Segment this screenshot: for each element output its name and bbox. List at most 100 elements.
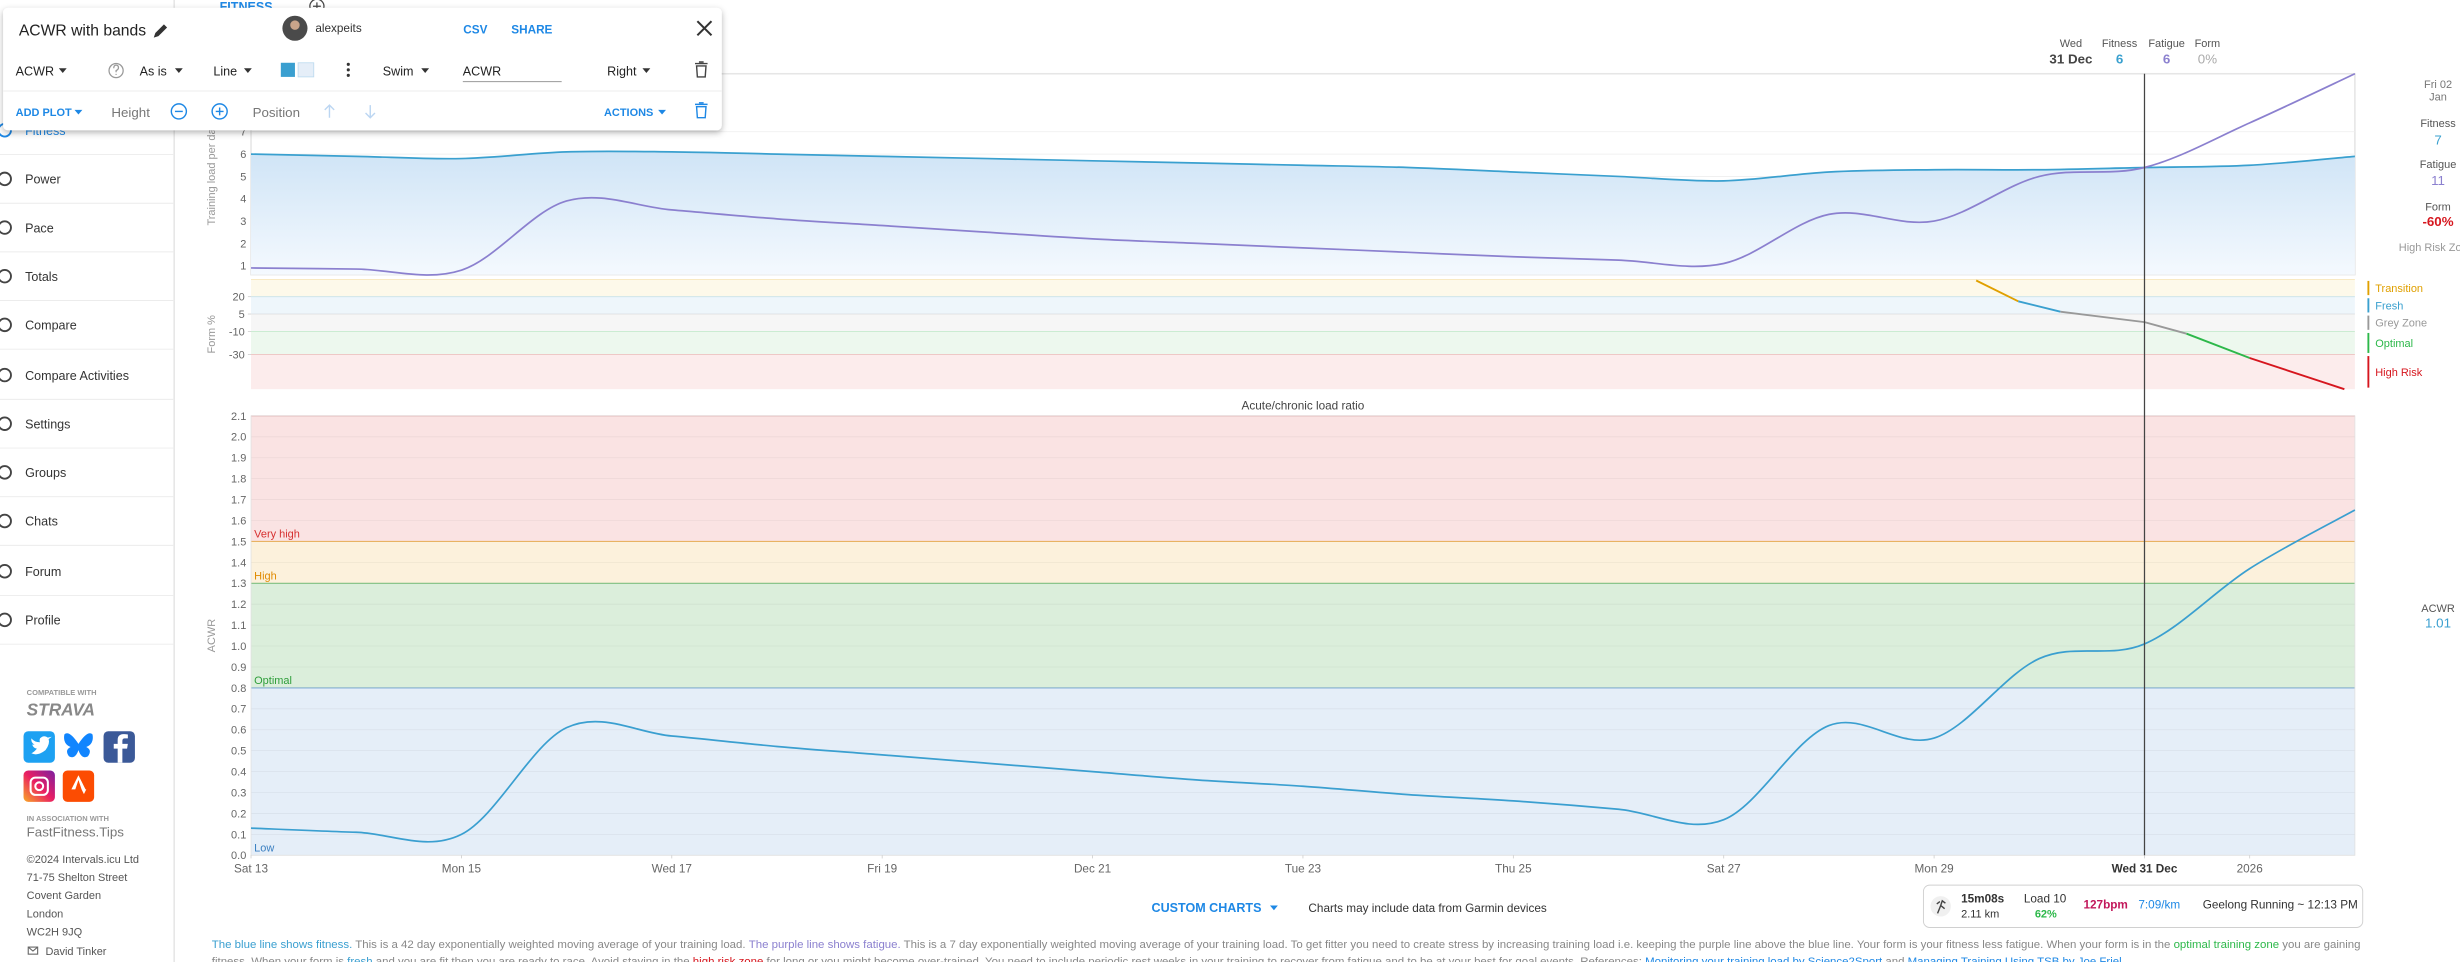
run-glyph bbox=[1936, 899, 1946, 914]
line-color-swatch[interactable] bbox=[280, 62, 295, 77]
instagram-glyph bbox=[29, 776, 49, 796]
move-down[interactable] bbox=[365, 105, 376, 119]
explanation-text: fresh bbox=[347, 956, 372, 962]
nav-item[interactable]: Settings bbox=[0, 416, 70, 431]
nav-icon bbox=[0, 416, 12, 431]
nav-item[interactable]: Totals bbox=[0, 268, 58, 284]
explanation-text: . bbox=[2122, 956, 2125, 962]
y-tick-label: 1 bbox=[240, 261, 246, 273]
nav-icon bbox=[0, 268, 12, 284]
dropdown-caret bbox=[174, 68, 183, 73]
x-tick-label: Sat 27 bbox=[1707, 863, 1741, 876]
nav-item[interactable]: Pace bbox=[0, 220, 54, 235]
form-line bbox=[2018, 300, 2061, 313]
explanation-text: This is a 7 day exponentially weighted m… bbox=[901, 939, 2174, 951]
y-tick-label: 1.8 bbox=[231, 474, 246, 486]
nav-item[interactable]: Compare Activities bbox=[0, 367, 129, 383]
actions-button[interactable]: ACTIONS bbox=[604, 107, 653, 119]
nav-label[interactable]: Power bbox=[25, 173, 61, 187]
compatible-label: COMPATIBLE WITH bbox=[27, 688, 97, 697]
nav-label[interactable]: Totals bbox=[25, 270, 58, 284]
activity-card[interactable]: 15m08s 2.11 km Load 10 62% 127bpm 7:09/km Geel… bbox=[1922, 884, 2364, 928]
nav-label[interactable]: Settings bbox=[25, 417, 70, 431]
add-plot-button[interactable]: ADD PLOT bbox=[16, 107, 72, 119]
hover-fitness: 6 bbox=[2116, 52, 2123, 67]
nav-icon bbox=[0, 220, 12, 235]
nav-item[interactable]: Power bbox=[0, 171, 61, 187]
instagram-icon[interactable] bbox=[23, 770, 55, 802]
style-select[interactable]: Line bbox=[213, 64, 237, 78]
strava-icon[interactable] bbox=[62, 770, 95, 802]
dropdown-caret bbox=[658, 109, 666, 115]
sport-select[interactable]: Swim bbox=[383, 64, 414, 78]
y-tick-label: 6 bbox=[240, 149, 246, 161]
nav-label[interactable]: Forum bbox=[25, 565, 61, 579]
nav-item[interactable]: Profile bbox=[0, 612, 61, 628]
summary-day: Fri 02 bbox=[2424, 79, 2452, 91]
series-line bbox=[251, 72, 2356, 276]
nav-label[interactable]: Groups bbox=[25, 466, 66, 480]
nav-item[interactable]: Chats bbox=[0, 513, 58, 529]
csv-button[interactable]: CSV bbox=[463, 24, 487, 37]
nav-label[interactable]: Pace bbox=[25, 221, 54, 235]
contact-link[interactable]: David Tinker bbox=[45, 946, 106, 958]
fill-color-swatch[interactable] bbox=[297, 62, 315, 78]
band-label: Low bbox=[254, 842, 274, 854]
delete-icon[interactable] bbox=[695, 61, 708, 78]
more-dot bbox=[346, 68, 350, 72]
zone-band bbox=[251, 296, 2355, 315]
nav-label[interactable]: Compare bbox=[25, 319, 77, 333]
nav-label[interactable]: Compare Activities bbox=[25, 369, 129, 383]
help-icon[interactable] bbox=[108, 62, 124, 79]
address-line: Covent Garden bbox=[27, 890, 101, 902]
avatar-face bbox=[290, 20, 300, 30]
y-tick-label: 1.1 bbox=[231, 620, 246, 632]
y-tick-label: 0.3 bbox=[231, 787, 246, 799]
nav-label[interactable]: Chats bbox=[25, 515, 58, 529]
summary-acwr-label: ACWR bbox=[2421, 603, 2455, 615]
y-tick-label: -30 bbox=[229, 349, 245, 361]
y-tick-label: 3 bbox=[240, 216, 246, 228]
name-input[interactable]: ACWR bbox=[463, 64, 501, 78]
move-up[interactable] bbox=[324, 104, 335, 118]
nav-label[interactable]: Profile bbox=[25, 614, 61, 628]
activity-intensity: 62% bbox=[2035, 908, 2057, 920]
chart-editor-popup: ACWR with bands alexpeits CSV SHARE ACWR As i… bbox=[3, 7, 722, 131]
zone-marker bbox=[2367, 356, 2370, 388]
band bbox=[251, 687, 2355, 856]
metric-select[interactable]: ACWR bbox=[16, 64, 54, 78]
nav-icon bbox=[0, 564, 12, 579]
band bbox=[251, 583, 2355, 688]
axis-side-select[interactable]: Right bbox=[607, 64, 637, 78]
form-line bbox=[2144, 321, 2187, 335]
zone-band bbox=[251, 279, 2355, 297]
increase-height[interactable] bbox=[211, 103, 228, 120]
explanation-line: fitness. When your form is fresh and you… bbox=[212, 956, 2125, 962]
explanation-text: fitness. When your form is bbox=[212, 956, 347, 962]
form-line bbox=[2249, 357, 2345, 391]
zone-band bbox=[251, 314, 2355, 332]
explanation-text: The blue line shows fitness. bbox=[212, 939, 352, 951]
decrease-height[interactable] bbox=[170, 103, 188, 120]
share-button[interactable]: SHARE bbox=[511, 24, 552, 37]
delete-icon[interactable] bbox=[695, 102, 708, 119]
custom-charts-button[interactable]: CUSTOM CHARTS bbox=[1152, 901, 1262, 915]
y-tick-label: 0.0 bbox=[231, 850, 246, 862]
form-line bbox=[2186, 332, 2251, 359]
nav-icon bbox=[0, 317, 12, 333]
mode-select[interactable]: As is bbox=[140, 64, 167, 78]
nav-item[interactable]: Forum bbox=[0, 564, 61, 579]
x-tick-label: Wed 31 Dec bbox=[2112, 863, 2178, 876]
nav-item[interactable]: Compare bbox=[0, 317, 77, 333]
summary-form: -60% bbox=[2422, 214, 2453, 229]
close-button[interactable] bbox=[696, 20, 713, 37]
acwr-chart: Acute/chronic load ratio 0.0 0.1 0.2 0.3 0.4 0… bbox=[206, 400, 2356, 876]
x-tick-label: Mon 29 bbox=[1915, 863, 1954, 876]
edit-icon[interactable] bbox=[153, 24, 168, 38]
summary-fitness-label: Fitness bbox=[2420, 118, 2456, 130]
x-tick-label: Thu 25 bbox=[1495, 863, 1532, 876]
nav-item[interactable]: Groups bbox=[0, 465, 66, 480]
